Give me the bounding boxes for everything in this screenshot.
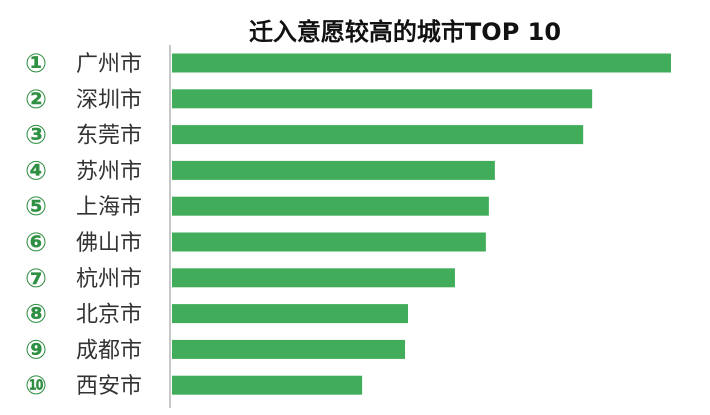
category-label: 深圳市 xyxy=(76,88,142,113)
bar-1 xyxy=(172,53,671,73)
rank-label: ④ xyxy=(25,156,47,186)
chart-title: 迁入意愿较高的城市TOP 10 xyxy=(248,18,562,46)
category-label: 东莞市 xyxy=(76,124,142,149)
category-label: 佛山市 xyxy=(76,231,142,256)
rank-label: ① xyxy=(25,49,47,79)
category-label: 杭州市 xyxy=(76,267,142,292)
bar-10 xyxy=(172,375,363,395)
category-label: 西安市 xyxy=(76,374,142,399)
category-label: 苏州市 xyxy=(76,159,142,184)
category-label: 上海市 xyxy=(76,195,142,220)
rank-label: ⑦ xyxy=(25,264,47,294)
rank-label: ⑤ xyxy=(25,192,47,222)
category-label: 广州市 xyxy=(76,52,142,77)
bar-8 xyxy=(172,304,409,324)
rank-label: ② xyxy=(25,85,47,115)
rank-label: ⑩ xyxy=(25,371,47,401)
bar-3 xyxy=(172,125,584,145)
category-label: 北京市 xyxy=(76,303,142,328)
rank-label: ⑧ xyxy=(25,300,47,330)
bar-7 xyxy=(172,268,455,288)
bar-2 xyxy=(172,89,593,109)
rank-label: ③ xyxy=(25,121,47,151)
bar-6 xyxy=(172,232,486,252)
rank-label: ⑨ xyxy=(25,335,47,365)
bar-9 xyxy=(172,339,406,359)
category-label: 成都市 xyxy=(76,338,142,363)
bar-5 xyxy=(172,196,489,216)
rank-label: ⑥ xyxy=(25,228,47,258)
bar-4 xyxy=(172,160,495,180)
